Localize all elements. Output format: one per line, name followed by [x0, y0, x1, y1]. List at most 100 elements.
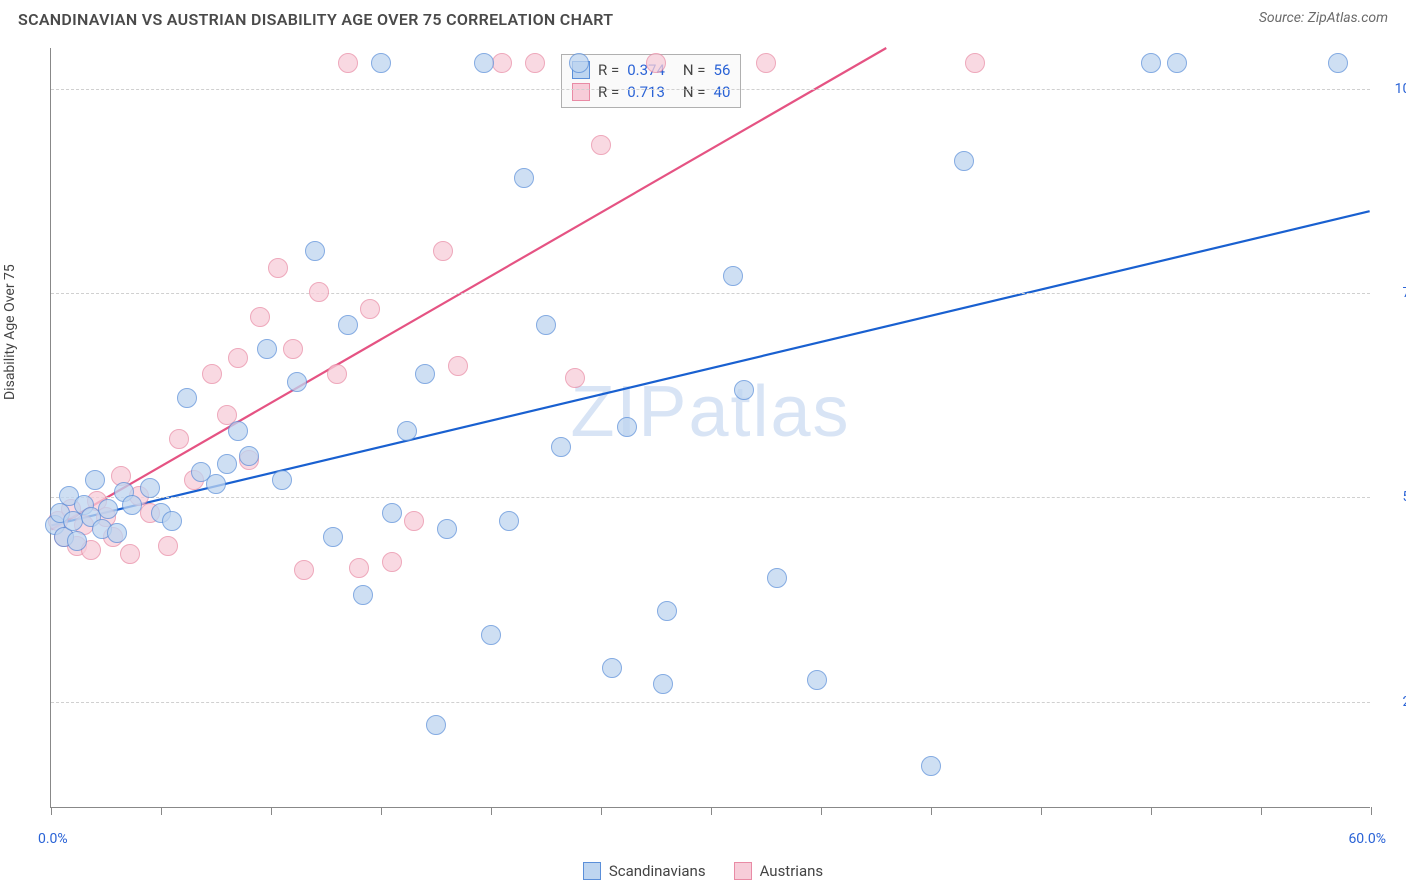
- x-axis-min-label: 0.0%: [38, 831, 68, 847]
- chart-title: SCANDINAVIAN VS AUSTRIAN DISABILITY AGE …: [18, 10, 613, 29]
- dot-scandinavian: [323, 527, 343, 547]
- dot-austrian: [756, 53, 776, 73]
- dot-austrian: [492, 53, 512, 73]
- dot-scandinavian: [85, 470, 105, 490]
- dot-scandinavian: [602, 658, 622, 678]
- chart-plot-area: ZIPatlas R =0.374N =56R =0.713N =40 25.0…: [50, 48, 1370, 808]
- dot-scandinavian: [107, 523, 127, 543]
- dot-scandinavian: [921, 756, 941, 776]
- dot-austrian: [349, 558, 369, 578]
- x-tick: [1041, 807, 1042, 815]
- dot-austrian: [338, 53, 358, 73]
- trend-lines: [51, 48, 1370, 807]
- dot-austrian: [525, 53, 545, 73]
- stat-n-label: N =: [683, 83, 706, 101]
- x-tick: [931, 807, 932, 815]
- x-tick: [1261, 807, 1262, 815]
- dot-scandinavian: [397, 421, 417, 441]
- legend-swatch-blue: [583, 862, 601, 880]
- dot-scandinavian: [514, 168, 534, 188]
- stat-r-value: 0.713: [627, 83, 665, 101]
- dot-austrian: [169, 429, 189, 449]
- gridline: [51, 293, 1370, 294]
- legend-label-1: Scandinavians: [609, 862, 706, 880]
- dot-austrian: [294, 560, 314, 580]
- dot-austrian: [646, 53, 666, 73]
- stat-n-value: 40: [714, 83, 731, 101]
- dot-austrian: [382, 552, 402, 572]
- dot-scandinavian: [653, 674, 673, 694]
- x-tick: [601, 807, 602, 815]
- dot-austrian: [158, 536, 178, 556]
- dot-scandinavian: [382, 503, 402, 523]
- dot-scandinavian: [217, 454, 237, 474]
- dot-scandinavian: [371, 53, 391, 73]
- dot-scandinavian: [67, 531, 87, 551]
- dot-scandinavian: [415, 364, 435, 384]
- dot-scandinavian: [536, 315, 556, 335]
- y-axis-label: Disability Age Over 75: [2, 264, 18, 400]
- y-tick-label: 100.0%: [1380, 81, 1406, 97]
- dot-scandinavian: [723, 266, 743, 286]
- dot-austrian: [202, 364, 222, 384]
- dot-scandinavian: [239, 446, 259, 466]
- dot-scandinavian: [353, 585, 373, 605]
- dot-scandinavian: [257, 339, 277, 359]
- dot-scandinavian: [474, 53, 494, 73]
- stat-r-label: R =: [598, 83, 619, 101]
- dot-scandinavian: [657, 601, 677, 621]
- y-tick-label: 25.0%: [1380, 694, 1406, 710]
- x-tick: [51, 807, 52, 815]
- dot-austrian: [448, 356, 468, 376]
- dot-scandinavian: [734, 380, 754, 400]
- x-tick: [1371, 807, 1372, 815]
- stat-n-value: 56: [714, 61, 731, 79]
- dot-scandinavian: [1141, 53, 1161, 73]
- dot-scandinavian: [499, 511, 519, 531]
- dot-scandinavian: [1167, 53, 1187, 73]
- dot-austrian: [268, 258, 288, 278]
- dot-scandinavian: [437, 519, 457, 539]
- dot-scandinavian: [140, 478, 160, 498]
- dot-scandinavian: [287, 372, 307, 392]
- source-label: Source: ZipAtlas.com: [1259, 10, 1388, 26]
- y-tick-label: 50.0%: [1380, 489, 1406, 505]
- x-axis-max-label: 60.0%: [1348, 831, 1386, 847]
- dot-scandinavian: [272, 470, 292, 490]
- dot-scandinavian: [122, 495, 142, 515]
- dot-scandinavian: [338, 315, 358, 335]
- dot-scandinavian: [228, 421, 248, 441]
- x-tick: [161, 807, 162, 815]
- dot-austrian: [228, 348, 248, 368]
- x-tick: [381, 807, 382, 815]
- dot-austrian: [283, 339, 303, 359]
- dot-scandinavian: [426, 715, 446, 735]
- stat-r-label: R =: [598, 61, 619, 79]
- dot-scandinavian: [569, 53, 589, 73]
- y-tick-label: 75.0%: [1380, 285, 1406, 301]
- dot-austrian: [404, 511, 424, 531]
- dot-scandinavian: [98, 499, 118, 519]
- dot-scandinavian: [551, 437, 571, 457]
- legend-label-2: Austrians: [760, 862, 824, 880]
- dot-scandinavian: [162, 511, 182, 531]
- stats-swatch: [572, 83, 590, 101]
- dot-scandinavian: [206, 474, 226, 494]
- dot-austrian: [965, 53, 985, 73]
- x-tick: [711, 807, 712, 815]
- gridline: [51, 89, 1370, 90]
- dot-austrian: [309, 282, 329, 302]
- dot-scandinavian: [1328, 53, 1348, 73]
- gridline: [51, 702, 1370, 703]
- legend-item-scandinavians: Scandinavians: [583, 862, 706, 880]
- bottom-legend: Scandinavians Austrians: [0, 862, 1406, 880]
- dot-scandinavian: [767, 568, 787, 588]
- dot-scandinavian: [954, 151, 974, 171]
- dot-scandinavian: [807, 670, 827, 690]
- gridline: [51, 497, 1370, 498]
- legend-swatch-pink: [734, 862, 752, 880]
- dot-scandinavian: [481, 625, 501, 645]
- dot-austrian: [591, 135, 611, 155]
- dot-austrian: [120, 544, 140, 564]
- dot-austrian: [433, 241, 453, 261]
